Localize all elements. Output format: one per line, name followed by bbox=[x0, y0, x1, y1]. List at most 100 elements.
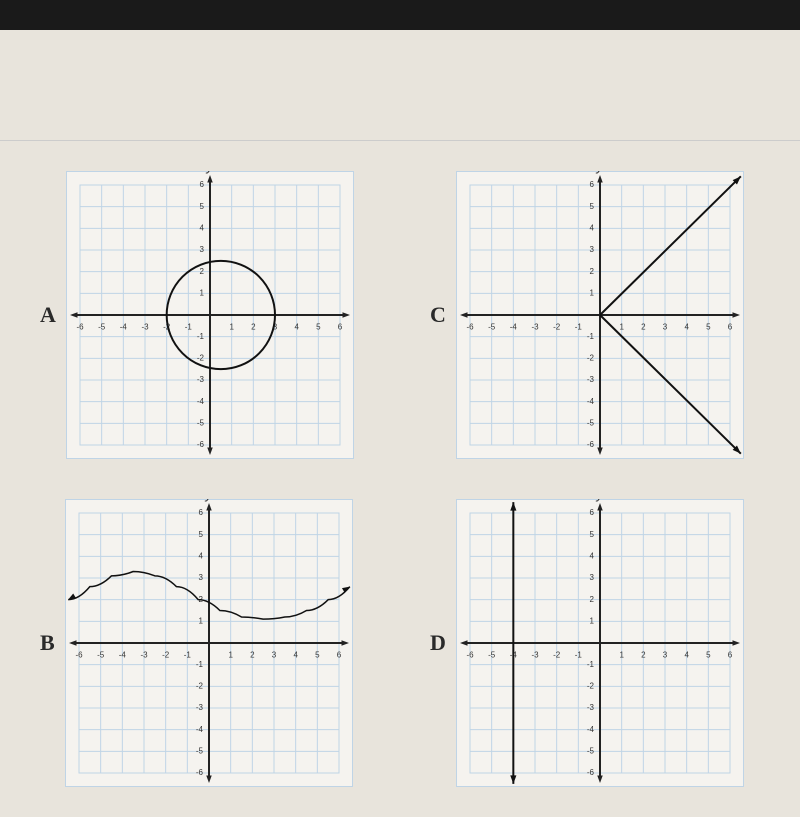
svg-text:5: 5 bbox=[199, 202, 204, 211]
svg-text:4: 4 bbox=[294, 323, 299, 332]
svg-text:1: 1 bbox=[589, 616, 594, 625]
svg-text:-2: -2 bbox=[197, 353, 205, 362]
panel-c-plot: -6-5-4-3-2-1123456-6-5-4-3-2-1123456xy bbox=[456, 171, 744, 459]
svg-text:1: 1 bbox=[619, 323, 624, 332]
svg-text:4: 4 bbox=[199, 223, 204, 232]
panel-a-plot: -6-5-4-3-2-1123456-6-5-4-3-2-1123456xy bbox=[66, 171, 354, 459]
panel-c: C -6-5-4-3-2-1123456-6-5-4-3-2-1123456xy bbox=[430, 171, 760, 459]
svg-text:-1: -1 bbox=[183, 651, 191, 660]
svg-text:y: y bbox=[595, 499, 604, 502]
svg-text:-5: -5 bbox=[98, 323, 106, 332]
svg-text:-3: -3 bbox=[141, 323, 149, 332]
svg-text:5: 5 bbox=[315, 651, 320, 660]
svg-text:2: 2 bbox=[589, 595, 594, 604]
svg-text:2: 2 bbox=[251, 323, 256, 332]
svg-text:6: 6 bbox=[336, 651, 341, 660]
svg-text:3: 3 bbox=[589, 573, 594, 582]
svg-text:2: 2 bbox=[641, 323, 646, 332]
svg-text:-2: -2 bbox=[587, 353, 595, 362]
svg-text:-1: -1 bbox=[196, 660, 204, 669]
svg-text:4: 4 bbox=[589, 551, 594, 560]
svg-text:3: 3 bbox=[589, 245, 594, 254]
panel-d-label: D bbox=[430, 630, 446, 656]
svg-text:-5: -5 bbox=[587, 746, 595, 755]
svg-text:-3: -3 bbox=[587, 375, 595, 384]
svg-text:-6: -6 bbox=[587, 440, 595, 449]
svg-text:5: 5 bbox=[706, 651, 711, 660]
svg-text:2: 2 bbox=[250, 651, 255, 660]
svg-text:1: 1 bbox=[228, 651, 233, 660]
svg-text:-1: -1 bbox=[197, 332, 205, 341]
svg-text:-4: -4 bbox=[196, 725, 204, 734]
svg-text:-2: -2 bbox=[553, 323, 561, 332]
svg-text:4: 4 bbox=[198, 551, 203, 560]
svg-text:-1: -1 bbox=[587, 660, 595, 669]
svg-text:-4: -4 bbox=[197, 397, 205, 406]
svg-text:3: 3 bbox=[663, 323, 668, 332]
svg-text:-6: -6 bbox=[196, 768, 204, 777]
svg-text:3: 3 bbox=[663, 651, 668, 660]
svg-text:-2: -2 bbox=[162, 651, 170, 660]
panel-c-label: C bbox=[430, 302, 446, 328]
svg-text:-4: -4 bbox=[587, 397, 595, 406]
svg-text:2: 2 bbox=[199, 267, 204, 276]
svg-text:1: 1 bbox=[589, 288, 594, 297]
svg-text:-1: -1 bbox=[575, 651, 583, 660]
svg-text:-6: -6 bbox=[587, 768, 595, 777]
svg-text:-3: -3 bbox=[197, 375, 205, 384]
svg-text:4: 4 bbox=[684, 651, 689, 660]
svg-text:6: 6 bbox=[728, 651, 733, 660]
svg-text:6: 6 bbox=[589, 180, 594, 189]
header-band bbox=[0, 30, 800, 141]
svg-text:6: 6 bbox=[728, 323, 733, 332]
svg-text:5: 5 bbox=[589, 202, 594, 211]
svg-text:-2: -2 bbox=[196, 681, 204, 690]
svg-text:6: 6 bbox=[338, 323, 343, 332]
svg-text:y: y bbox=[595, 171, 604, 174]
svg-text:-6: -6 bbox=[466, 323, 474, 332]
svg-text:-5: -5 bbox=[197, 418, 205, 427]
svg-text:-1: -1 bbox=[587, 332, 595, 341]
svg-text:-6: -6 bbox=[466, 651, 474, 660]
svg-text:-5: -5 bbox=[97, 651, 105, 660]
svg-text:x: x bbox=[353, 306, 354, 322]
panel-d-plot: -6-5-4-3-2-1123456-6-5-4-3-2-1123456xy bbox=[456, 499, 744, 787]
svg-text:-5: -5 bbox=[587, 418, 595, 427]
svg-text:-6: -6 bbox=[197, 440, 205, 449]
svg-text:4: 4 bbox=[293, 651, 298, 660]
svg-text:y: y bbox=[205, 171, 214, 174]
svg-text:5: 5 bbox=[589, 530, 594, 539]
svg-text:6: 6 bbox=[589, 508, 594, 517]
svg-text:4: 4 bbox=[684, 323, 689, 332]
svg-text:-5: -5 bbox=[196, 746, 204, 755]
panel-b-label: B bbox=[40, 630, 55, 656]
svg-text:5: 5 bbox=[198, 530, 203, 539]
window-top-bar bbox=[0, 0, 800, 30]
svg-text:-2: -2 bbox=[553, 651, 561, 660]
svg-text:2: 2 bbox=[589, 267, 594, 276]
svg-text:1: 1 bbox=[229, 323, 234, 332]
svg-text:-1: -1 bbox=[575, 323, 583, 332]
svg-text:-6: -6 bbox=[75, 651, 83, 660]
svg-text:3: 3 bbox=[198, 573, 203, 582]
svg-text:1: 1 bbox=[198, 616, 203, 625]
svg-text:6: 6 bbox=[198, 508, 203, 517]
svg-text:-3: -3 bbox=[587, 703, 595, 712]
svg-text:5: 5 bbox=[316, 323, 321, 332]
svg-text:-4: -4 bbox=[587, 725, 595, 734]
svg-text:5: 5 bbox=[706, 323, 711, 332]
svg-text:-3: -3 bbox=[531, 651, 539, 660]
svg-text:-1: -1 bbox=[185, 323, 193, 332]
panel-a: A -6-5-4-3-2-1123456-6-5-4-3-2-1123456xy bbox=[40, 171, 370, 459]
svg-text:x: x bbox=[352, 634, 353, 650]
panel-d: D -6-5-4-3-2-1123456-6-5-4-3-2-1123456xy bbox=[430, 499, 760, 787]
svg-text:-4: -4 bbox=[118, 651, 126, 660]
svg-text:x: x bbox=[743, 634, 744, 650]
svg-text:y: y bbox=[204, 499, 213, 502]
panel-b: B -6-5-4-3-2-1123456-6-5-4-3-2-1123456xy bbox=[40, 499, 370, 787]
svg-text:1: 1 bbox=[199, 288, 204, 297]
svg-text:-6: -6 bbox=[76, 323, 84, 332]
svg-text:-3: -3 bbox=[196, 703, 204, 712]
svg-text:2: 2 bbox=[641, 651, 646, 660]
panel-a-label: A bbox=[40, 302, 56, 328]
